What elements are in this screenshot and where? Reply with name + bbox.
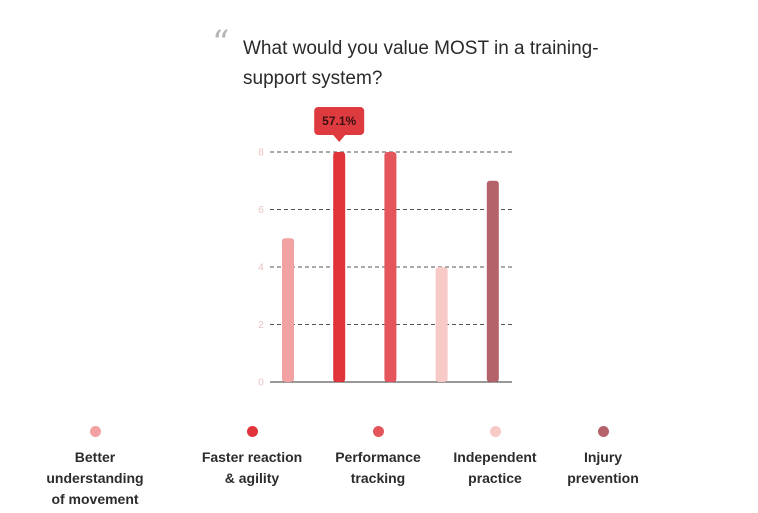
legend-item-1: Faster reaction & agility (182, 424, 322, 489)
tooltip-pointer (333, 135, 346, 142)
legend-item-3: Independent practice (425, 424, 565, 489)
legend-dot-2 (372, 426, 384, 437)
bar-0 (282, 238, 294, 382)
chart-title: What would you value MOST in a training-… (243, 38, 599, 89)
legend-item-4: Injury prevention (533, 424, 673, 489)
chart-legend: Better understanding of movement Faster r… (46, 424, 710, 507)
legend-label-1: Faster reaction & agility (201, 449, 303, 486)
legend-item-2: Performance tracking (308, 424, 448, 489)
bar-1 (333, 152, 346, 382)
y-tick-label-0: 0 (258, 378, 264, 389)
legend-label-2: Performance tracking (335, 449, 421, 486)
bar-chart: 0 2 4 6 8 57.1% (258, 107, 512, 389)
bar-4 (486, 180, 499, 382)
legend-dot-3 (489, 426, 501, 437)
legend-label-4: Injury prevention (567, 449, 639, 486)
legend-dot-1 (246, 426, 258, 437)
y-tick-label-8: 8 (258, 148, 264, 159)
legend-item-0: Better understanding of movement (25, 424, 165, 510)
y-tick-label-2: 2 (258, 320, 264, 331)
quote-icon: “ (212, 23, 230, 63)
tooltip-box (314, 107, 365, 135)
bar-2 (384, 152, 397, 382)
y-tick-label-6: 6 (258, 205, 264, 216)
tooltip-value: 57.1% (322, 114, 356, 128)
legend-label-0: Better understanding of movement (46, 449, 144, 507)
legend-dot-4 (597, 426, 609, 437)
y-tick-label-4: 4 (258, 263, 264, 274)
legend-label-3: Independent practice (453, 449, 537, 486)
legend-dot-0 (89, 426, 101, 437)
bar-3 (435, 267, 448, 382)
